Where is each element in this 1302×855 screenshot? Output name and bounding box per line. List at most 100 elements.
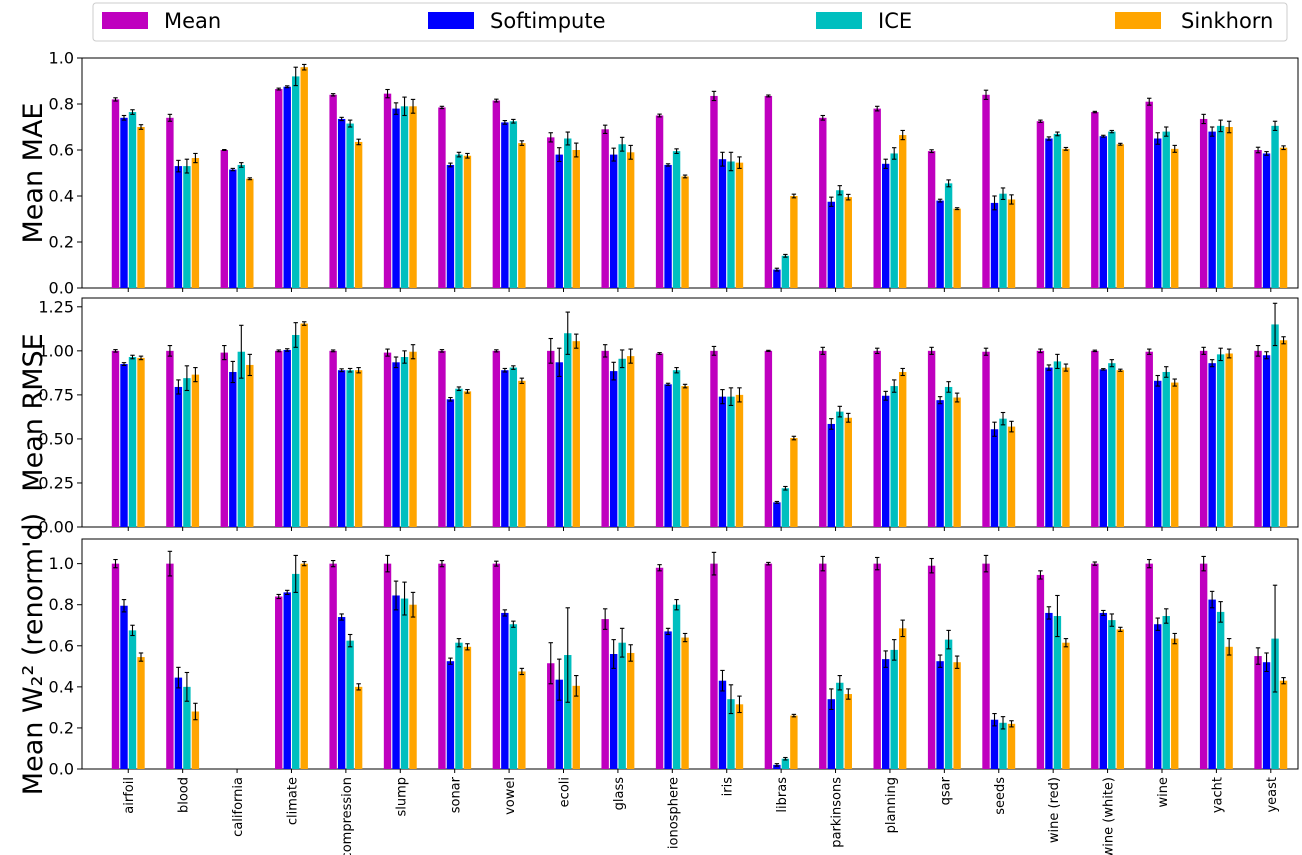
- bar-ice-ionosphere: [672, 370, 681, 527]
- bar-sinkhorn-libras: [790, 438, 798, 527]
- y-axis-label: Mean MAE: [18, 103, 49, 244]
- bar-softimpute-parkinsons: [827, 699, 835, 769]
- series-sinkhorn: [137, 63, 1288, 288]
- bar-mean-wine-white: [1091, 350, 1099, 527]
- bar-softimpute-wine-white: [1099, 136, 1108, 288]
- bar-ice-blood: [183, 686, 191, 769]
- bar-mean-sonar: [438, 107, 446, 288]
- x-tick-label-glass: glass: [612, 777, 627, 811]
- bar-mean-qsar: [927, 151, 936, 288]
- y-tick-label: 0.25: [38, 473, 74, 492]
- bar-softimpute-seeds: [990, 429, 999, 527]
- bar-ice-compression: [346, 370, 354, 527]
- bar-mean-ionosphere: [655, 115, 664, 288]
- bar-mean-iris: [710, 95, 718, 288]
- bar-ice-ionosphere: [672, 604, 681, 769]
- y-tick-label: 0.00: [38, 518, 74, 537]
- bar-sinkhorn-vowel: [518, 143, 526, 288]
- bar-mean-yeast: [1254, 656, 1262, 769]
- legend-swatch-sinkhorn: [1115, 12, 1161, 29]
- bar-softimpute-airfoil: [120, 364, 128, 527]
- bar-softimpute-blood: [174, 386, 183, 527]
- bar-sinkhorn-libras: [790, 715, 798, 769]
- bar-mean-blood: [166, 350, 174, 527]
- y-tick-label: 0.8: [49, 95, 74, 114]
- bar-ice-iris: [727, 396, 735, 527]
- bar-ice-sonar: [455, 154, 463, 288]
- bar-softimpute-ionosphere: [664, 631, 672, 769]
- bar-ice-ecoli: [564, 333, 572, 527]
- x-tick-label-qsar: qsar: [938, 776, 953, 805]
- bar-sinkhorn-california: [246, 364, 254, 527]
- bar-softimpute-sonar: [446, 399, 455, 527]
- bar-sinkhorn-yeast: [1279, 147, 1288, 288]
- bar-mean-yacht: [1199, 563, 1208, 769]
- bar-ice-yacht: [1216, 125, 1225, 288]
- bar-sinkhorn-vowel: [518, 380, 526, 527]
- bar-sinkhorn-wine-red: [1062, 642, 1070, 769]
- bar-sinkhorn-ionosphere: [681, 176, 689, 288]
- panel-mae: 0.0 0.2 0.4 0.6 0.8 1.0 Mean MAE: [18, 49, 1299, 298]
- bar-softimpute-sonar: [446, 164, 455, 288]
- y-tick-label: 1.0: [49, 554, 74, 573]
- bar-mean-glass: [601, 350, 609, 527]
- bar-sinkhorn-airfoil: [137, 357, 145, 527]
- x-tick-label-yacht: yacht: [1210, 777, 1225, 813]
- bar-ice-climate: [292, 334, 300, 527]
- bar-ice-slump: [400, 598, 409, 769]
- bar-mean-ionosphere: [655, 353, 664, 527]
- bar-sinkhorn-yeast: [1279, 340, 1288, 527]
- bar-sinkhorn-glass: [626, 356, 635, 527]
- bar-softimpute-compression: [337, 617, 346, 769]
- bar-ice-qsar: [944, 183, 953, 288]
- bar-mean-slump: [383, 563, 392, 769]
- bar-sinkhorn-parkinsons: [844, 694, 852, 769]
- bar-ice-yeast: [1271, 125, 1279, 288]
- bar-ice-wine-red: [1053, 133, 1062, 288]
- x-tick-label-california: california: [231, 777, 246, 837]
- bar-mean-vowel: [492, 350, 501, 527]
- bar-mean-airfoil: [111, 99, 120, 289]
- bar-ice-libras: [781, 758, 790, 769]
- bar-softimpute-ecoli: [555, 679, 563, 769]
- bar-mean-libras: [764, 95, 773, 288]
- bar-ice-yeast: [1271, 638, 1279, 769]
- bar-softimpute-yacht: [1208, 131, 1216, 288]
- bar-softimpute-libras: [773, 269, 781, 288]
- panel-rmse: 0.00 0.25 0.50 0.75 1.00 1.25 Mean RMSE: [18, 297, 1299, 537]
- bar-mean-parkinsons: [819, 117, 827, 288]
- bar-mean-california: [220, 352, 229, 527]
- bar-softimpute-planning: [881, 659, 890, 769]
- bar-ice-qsar: [944, 386, 953, 527]
- bar-softimpute-qsar: [936, 400, 944, 527]
- bar-softimpute-climate: [283, 349, 291, 527]
- bar-softimpute-climate: [283, 592, 291, 769]
- legend-label-sinkhorn: Sinkhorn: [1181, 9, 1273, 33]
- x-tick-label-parkinsons: parkinsons: [830, 777, 845, 848]
- bar-ice-yacht: [1216, 354, 1225, 527]
- bar-sinkhorn-airfoil: [137, 657, 145, 769]
- bar-softimpute-glass: [609, 654, 618, 769]
- bar-sinkhorn-compression: [354, 370, 363, 527]
- bar-ice-airfoil: [128, 112, 137, 288]
- axes-frame: [81, 297, 1299, 528]
- y-tick-label: 0.6: [49, 636, 74, 655]
- bar-mean-ecoli: [547, 137, 555, 288]
- bar-ice-wine: [1162, 131, 1170, 288]
- bar-softimpute-seeds: [990, 719, 999, 769]
- legend-label-softimpute: Softimpute: [490, 9, 606, 33]
- bar-sinkhorn-qsar: [953, 662, 961, 769]
- y-tick-label: 0.8: [49, 595, 74, 614]
- bar-ice-glass: [618, 642, 626, 769]
- bar-mean-planning: [873, 350, 881, 527]
- bar-mean-parkinsons: [819, 350, 827, 527]
- bar-sinkhorn-climate: [300, 323, 308, 527]
- bar-mean-compression: [329, 350, 337, 527]
- bar-ice-seeds: [999, 722, 1007, 769]
- bar-softimpute-iris: [718, 396, 727, 527]
- bar-softimpute-parkinsons: [827, 201, 835, 288]
- bar-mean-slump: [383, 352, 392, 527]
- bar-sinkhorn-iris: [735, 162, 744, 288]
- bar-mean-slump: [383, 93, 392, 289]
- bar-sinkhorn-wine: [1171, 148, 1179, 288]
